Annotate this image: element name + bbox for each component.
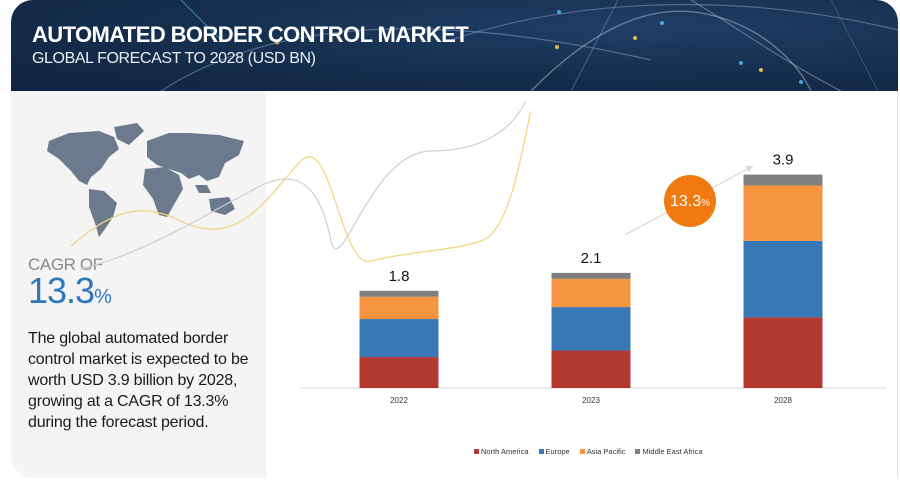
growth-arrow-head [745, 166, 753, 172]
bar-segment-north-america-2023 [551, 350, 631, 388]
cagr-percent-sign: % [94, 286, 112, 308]
x-tick-label: 2028 [774, 396, 792, 405]
bar-total-label: 2.1 [581, 250, 602, 267]
page-title: AUTOMATED BORDER CONTROL MARKET [32, 22, 469, 47]
bar-segment-middle-east-africa-2022 [359, 290, 439, 297]
bar-segment-north-america-2022 [359, 357, 439, 388]
cagr-bubble [664, 175, 716, 227]
x-tick-label: 2022 [390, 396, 408, 405]
legend-label: Asia Pacific [586, 447, 626, 456]
bar-segment-asia-pacific-2022 [359, 296, 439, 320]
legend-label: Middle East Africa [642, 447, 703, 456]
legend-item-north-america: North America [474, 447, 529, 456]
bar-total-label: 3.9 [773, 152, 794, 169]
page-subtitle: GLOBAL FORECAST TO 2028 (USD BN) [32, 50, 316, 67]
legend-item-asia-pacific: Asia Pacific [579, 447, 626, 456]
chart-legend: North America Europe Asia Pacific Middle Ea… [474, 447, 703, 456]
legend-item-europe: Europe [538, 447, 570, 456]
legend-label: Europe [545, 447, 570, 456]
stacked-bar-chart: 1.8 2022 2.1 2023 3.9 2028 13.3% [301, 152, 886, 405]
bar-total-label: 1.8 [389, 268, 410, 285]
legend-label: North America [481, 447, 529, 456]
cagr-annotation: 13.3% [624, 165, 754, 236]
fiber-optic-background [160, 0, 898, 91]
bar-segment-middle-east-africa-2028 [743, 174, 823, 186]
legend-swatch [538, 449, 544, 454]
bar-segment-north-america-2028 [743, 317, 823, 388]
bar-segment-europe-2028 [743, 240, 823, 318]
legend-swatch [635, 449, 641, 454]
bar-segment-asia-pacific-2028 [743, 185, 823, 241]
market-description: The global automated border control mark… [28, 330, 249, 431]
header-banner: AUTOMATED BORDER CONTROL MARKET GLOBAL F… [11, 0, 898, 91]
legend-item-middle-east-africa: Middle East Africa [635, 447, 703, 456]
bar-segment-europe-2022 [359, 319, 439, 358]
x-tick-label: 2023 [582, 396, 600, 405]
bar-segment-europe-2023 [551, 307, 631, 351]
bar-segment-asia-pacific-2023 [551, 278, 631, 308]
bar-segment-middle-east-africa-2023 [551, 272, 631, 279]
infographic-frame: AUTOMATED BORDER CONTROL MARKET GLOBAL F… [11, 0, 898, 478]
legend-swatch [474, 449, 479, 454]
cagr-number: 13.3 [28, 270, 95, 311]
legend-swatch [579, 449, 585, 454]
cagr-value: 13.3% [28, 271, 112, 311]
cagr-bubble-text: 13.3% [670, 193, 710, 210]
